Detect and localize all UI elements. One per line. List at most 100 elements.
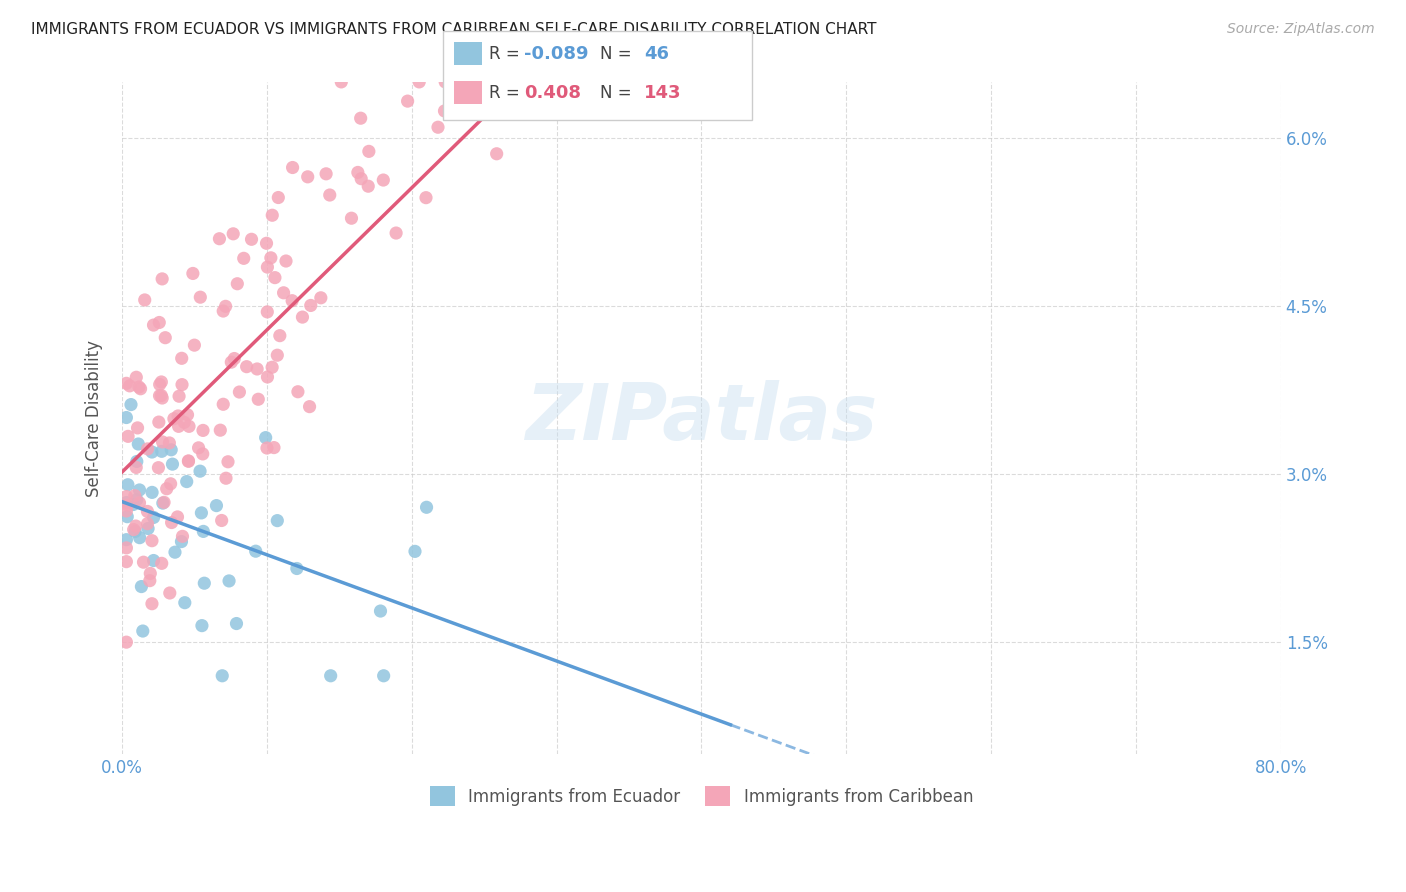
Point	[136, 521, 159, 535]
Point	[167, 389, 190, 403]
Text: ZIPatlas: ZIPatlas	[526, 380, 877, 456]
Point	[190, 506, 212, 520]
Text: -0.089: -0.089	[524, 45, 589, 62]
Point	[122, 523, 145, 537]
Point	[191, 447, 214, 461]
Point	[235, 359, 257, 374]
Point	[256, 370, 278, 384]
Point	[357, 145, 380, 159]
Point	[319, 188, 342, 202]
Point	[162, 457, 184, 471]
Point	[427, 120, 450, 135]
Point	[260, 251, 283, 265]
Point	[373, 669, 395, 683]
Point	[468, 75, 491, 89]
Point	[396, 94, 419, 108]
Point	[287, 384, 309, 399]
Point	[125, 519, 148, 533]
Point	[177, 454, 200, 468]
Point	[172, 529, 194, 543]
Point	[404, 544, 426, 558]
Point	[240, 232, 263, 246]
Point	[191, 618, 214, 632]
Point	[228, 384, 250, 399]
Point	[603, 75, 626, 89]
Point	[128, 496, 150, 510]
Text: R =: R =	[489, 45, 526, 62]
Point	[124, 524, 146, 539]
Point	[209, 423, 232, 437]
Text: R =: R =	[489, 84, 526, 102]
Point	[285, 561, 308, 575]
Point	[434, 75, 457, 89]
Point	[215, 471, 238, 485]
Point	[124, 489, 146, 503]
Point	[495, 75, 517, 89]
Point	[115, 410, 138, 425]
Point	[128, 380, 150, 394]
Point	[115, 490, 138, 504]
Point	[142, 318, 165, 332]
Point	[226, 277, 249, 291]
Point	[266, 348, 288, 362]
Point	[350, 171, 373, 186]
Point	[212, 397, 235, 411]
Point	[373, 173, 395, 187]
Point	[167, 409, 190, 423]
Point	[115, 495, 138, 509]
Point	[128, 531, 150, 545]
Point	[222, 227, 245, 241]
Point	[141, 445, 163, 459]
Point	[370, 604, 392, 618]
Point	[115, 376, 138, 391]
Point	[217, 455, 239, 469]
Point	[139, 574, 162, 588]
Text: 46: 46	[644, 45, 669, 62]
Point	[208, 232, 231, 246]
Point	[266, 514, 288, 528]
Point	[281, 161, 304, 175]
Legend: Immigrants from Ecuador, Immigrants from Caribbean: Immigrants from Ecuador, Immigrants from…	[423, 780, 980, 814]
Point	[212, 304, 235, 318]
Point	[163, 411, 186, 425]
Point	[256, 305, 278, 319]
Point	[256, 441, 278, 455]
Point	[444, 75, 467, 89]
Point	[319, 669, 342, 683]
Point	[170, 377, 193, 392]
Point	[139, 566, 162, 581]
Point	[725, 75, 748, 89]
Point	[188, 464, 211, 478]
Point	[148, 389, 170, 403]
Point	[457, 75, 479, 89]
Point	[177, 454, 200, 468]
Point	[299, 298, 322, 312]
Point	[148, 415, 170, 429]
Point	[211, 669, 233, 683]
Point	[191, 424, 214, 438]
Point	[150, 557, 173, 571]
Point	[557, 75, 579, 89]
Point	[134, 293, 156, 307]
Point	[519, 75, 541, 89]
Point	[385, 226, 408, 240]
Point	[117, 477, 139, 491]
Point	[439, 75, 461, 89]
Point	[166, 510, 188, 524]
Point	[141, 485, 163, 500]
Point	[433, 103, 456, 118]
Point	[128, 483, 150, 497]
Point	[408, 75, 430, 89]
Y-axis label: Self-Care Disability: Self-Care Disability	[86, 340, 103, 497]
Point	[586, 75, 609, 89]
Point	[256, 260, 278, 274]
Point	[291, 310, 314, 324]
Point	[115, 635, 138, 649]
Point	[183, 338, 205, 352]
Point	[225, 616, 247, 631]
Point	[156, 482, 179, 496]
Point	[115, 541, 138, 555]
Point	[256, 236, 278, 251]
Point	[347, 165, 370, 179]
Point	[117, 429, 139, 443]
